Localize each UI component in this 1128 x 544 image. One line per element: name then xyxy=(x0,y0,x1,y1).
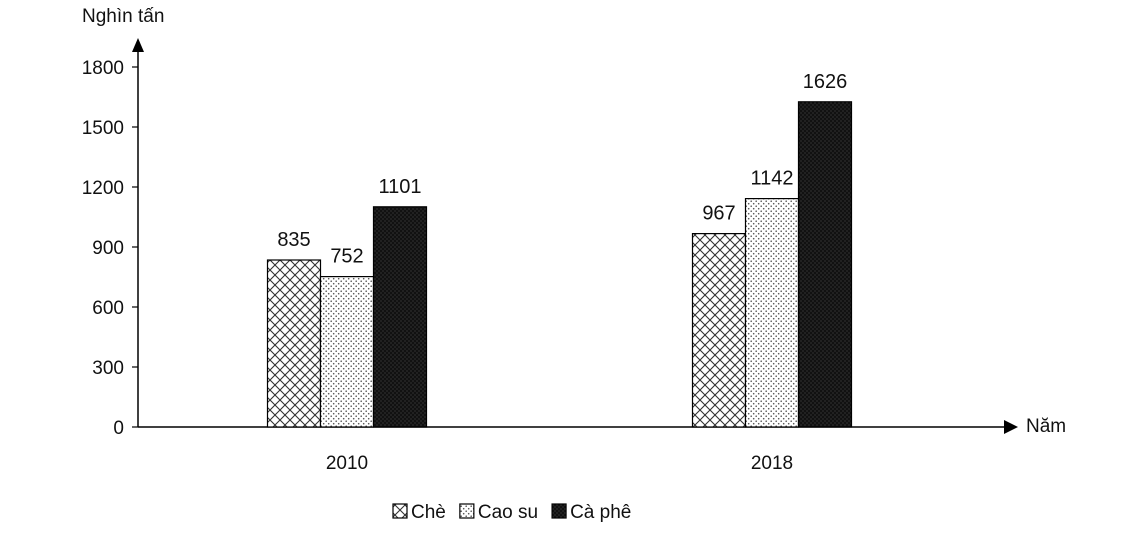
x-axis-arrow xyxy=(1004,420,1018,434)
data-label: 1101 xyxy=(378,176,421,198)
legend-swatch xyxy=(551,503,567,519)
y-tick-label: 1200 xyxy=(82,178,124,199)
x-tick-label: 2018 xyxy=(751,453,793,474)
y-axis-arrow xyxy=(132,38,144,52)
x-tick-label: 2010 xyxy=(326,453,368,474)
legend-item-label: Cao su xyxy=(478,502,538,523)
data-label: 835 xyxy=(277,229,310,251)
bar-Cà phê xyxy=(372,206,428,428)
y-tick-label: 300 xyxy=(92,358,124,379)
y-tick-label: 900 xyxy=(92,238,124,259)
legend-swatch xyxy=(459,503,475,519)
data-labels: 835 752 1101 967 1142 1626 xyxy=(277,71,847,268)
legend-swatch xyxy=(392,503,408,519)
bars xyxy=(266,101,853,428)
legend: Chè Cao su Cà phê xyxy=(392,502,631,523)
y-tick-label: 1800 xyxy=(82,58,124,79)
y-axis-title: Nghìn tấn xyxy=(82,6,164,27)
bar-Cao su xyxy=(319,276,375,428)
legend-item-label: Chè xyxy=(411,502,446,523)
x-axis-ticks: 2010 2018 xyxy=(326,453,793,474)
data-label: 1626 xyxy=(803,71,848,93)
legend-item-label: Cà phê xyxy=(570,502,631,523)
data-label: 967 xyxy=(702,203,735,225)
bar-Chè xyxy=(691,233,747,428)
bar-Chè xyxy=(266,259,322,428)
y-tick-label: 0 xyxy=(113,418,124,439)
y-axis-ticks: 0 300 600 900 1200 1500 1800 xyxy=(82,58,138,439)
y-tick-label: 600 xyxy=(92,298,124,319)
bar-Cà phê xyxy=(797,101,853,428)
bar-Cao su xyxy=(744,198,800,428)
y-tick-label: 1500 xyxy=(82,118,124,139)
data-label: 752 xyxy=(330,246,363,268)
x-axis-title: Năm xyxy=(1026,416,1066,437)
data-label: 1142 xyxy=(750,168,793,190)
